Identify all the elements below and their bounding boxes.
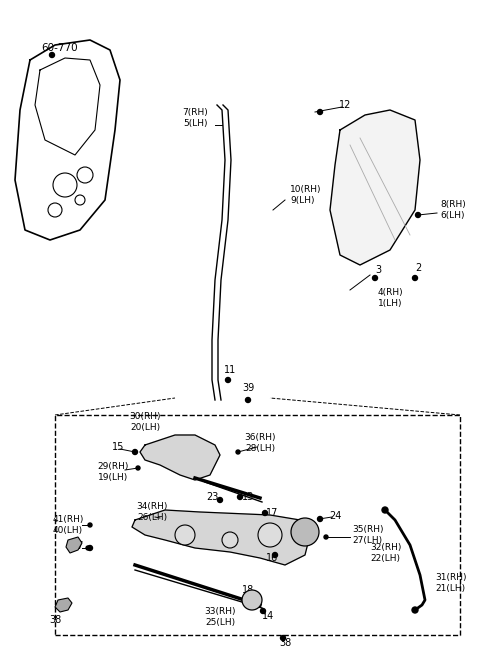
- Text: 17: 17: [266, 508, 278, 518]
- Text: 34(RH)
26(LH): 34(RH) 26(LH): [136, 503, 168, 522]
- Polygon shape: [330, 110, 420, 265]
- Circle shape: [273, 553, 277, 558]
- Circle shape: [87, 545, 93, 551]
- Polygon shape: [132, 510, 310, 565]
- Text: 11: 11: [224, 365, 236, 375]
- Text: 38: 38: [49, 615, 61, 625]
- Circle shape: [88, 523, 92, 527]
- Text: 3: 3: [375, 265, 381, 275]
- Circle shape: [382, 507, 388, 513]
- Circle shape: [242, 590, 262, 610]
- Text: 36(RH)
28(LH): 36(RH) 28(LH): [244, 434, 276, 453]
- Text: 7(RH)
5(LH): 7(RH) 5(LH): [182, 108, 208, 127]
- Circle shape: [236, 450, 240, 454]
- Text: 37: 37: [71, 541, 83, 551]
- Circle shape: [226, 378, 230, 382]
- Circle shape: [317, 110, 323, 114]
- Circle shape: [245, 397, 251, 403]
- Text: 35(RH)
27(LH): 35(RH) 27(LH): [352, 526, 384, 545]
- Polygon shape: [66, 537, 82, 553]
- Text: 38: 38: [279, 638, 291, 648]
- Circle shape: [258, 523, 282, 547]
- Circle shape: [217, 497, 223, 503]
- Text: 30(RH)
20(LH): 30(RH) 20(LH): [129, 413, 161, 432]
- Polygon shape: [140, 435, 220, 480]
- Polygon shape: [55, 598, 72, 612]
- Circle shape: [412, 607, 418, 613]
- Text: 12: 12: [339, 100, 351, 110]
- Circle shape: [372, 275, 377, 281]
- Text: 8(RH)
6(LH): 8(RH) 6(LH): [440, 200, 466, 219]
- Text: 14: 14: [262, 611, 274, 621]
- Circle shape: [263, 510, 267, 516]
- Circle shape: [261, 608, 265, 614]
- Text: 23: 23: [206, 492, 218, 502]
- Circle shape: [238, 495, 242, 499]
- Text: 4(RH)
1(LH): 4(RH) 1(LH): [377, 288, 403, 307]
- Circle shape: [416, 212, 420, 217]
- Text: 13: 13: [242, 492, 254, 502]
- Circle shape: [412, 275, 418, 281]
- Text: 2: 2: [415, 263, 421, 273]
- Text: 18: 18: [242, 585, 254, 595]
- Circle shape: [222, 532, 238, 548]
- Text: 15: 15: [112, 442, 124, 452]
- Circle shape: [86, 546, 90, 550]
- Circle shape: [136, 466, 140, 470]
- Text: 41(RH)
40(LH): 41(RH) 40(LH): [52, 515, 84, 535]
- Circle shape: [317, 516, 323, 522]
- Circle shape: [324, 535, 328, 539]
- Circle shape: [49, 53, 55, 58]
- Text: 24: 24: [329, 511, 341, 521]
- Text: 29(RH)
19(LH): 29(RH) 19(LH): [97, 463, 129, 482]
- Text: 32(RH)
22(LH): 32(RH) 22(LH): [370, 543, 401, 562]
- Text: 10(RH)
9(LH): 10(RH) 9(LH): [290, 185, 322, 205]
- Text: 39: 39: [242, 383, 254, 393]
- Circle shape: [132, 449, 137, 455]
- Text: 16: 16: [266, 553, 278, 563]
- Bar: [55, 415, 460, 635]
- Text: 60-770: 60-770: [42, 43, 78, 53]
- Text: 33(RH)
25(LH): 33(RH) 25(LH): [204, 607, 236, 627]
- Circle shape: [280, 635, 286, 641]
- Circle shape: [175, 525, 195, 545]
- Text: 31(RH)
21(LH): 31(RH) 21(LH): [435, 574, 467, 593]
- Circle shape: [291, 518, 319, 546]
